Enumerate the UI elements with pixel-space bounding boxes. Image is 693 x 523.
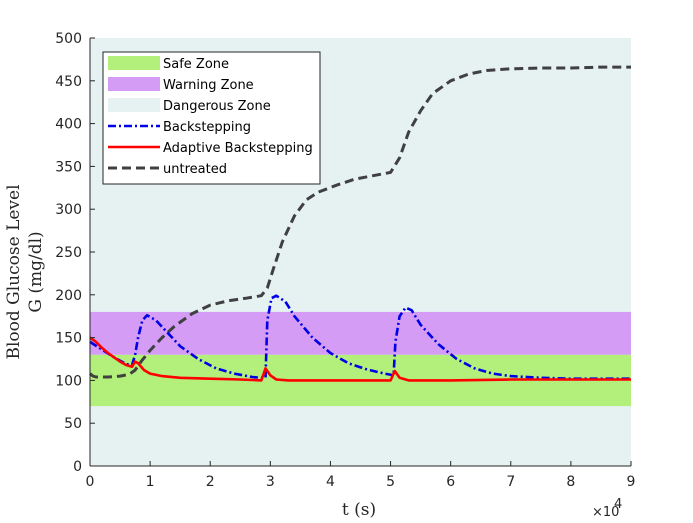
zone-warning-zone bbox=[90, 311, 631, 355]
series-line-untreated bbox=[89, 65, 631, 379]
series-line-adaptive-backstepping bbox=[89, 336, 631, 382]
x-tick-label: 8 bbox=[566, 474, 575, 490]
y-tick-label: 450 bbox=[55, 74, 82, 90]
y-tick-label: 300 bbox=[55, 202, 82, 218]
legend-entry-label: Dangerous Zone bbox=[163, 99, 271, 114]
x-tick-label: 5 bbox=[386, 474, 395, 490]
legend-swatch bbox=[108, 56, 160, 70]
legend-swatch bbox=[108, 77, 160, 91]
x-multiplier: ×10 bbox=[592, 505, 619, 520]
y-tick-label: 50 bbox=[64, 416, 82, 432]
x-tick-label: 2 bbox=[206, 474, 215, 490]
legend-entry-label: untreated bbox=[163, 162, 227, 177]
y-axis-label-line2: G (mg/dl) bbox=[26, 231, 46, 312]
x-tick-label: 0 bbox=[86, 474, 95, 490]
series-line-backstepping bbox=[89, 294, 631, 381]
y-tick-label: 150 bbox=[55, 331, 82, 347]
x-tick-label: 4 bbox=[326, 474, 335, 490]
x-tick-label: 9 bbox=[627, 474, 636, 490]
y-tick-label: 500 bbox=[55, 31, 82, 47]
y-tick-label: 200 bbox=[55, 288, 82, 304]
x-axis-label: t (s) bbox=[342, 500, 376, 520]
x-tick-label: 7 bbox=[506, 474, 515, 490]
legend-entry-label: Adaptive Backstepping bbox=[163, 141, 313, 156]
x-tick-label: 3 bbox=[266, 474, 275, 490]
legend-entry-label: Backstepping bbox=[163, 120, 251, 135]
legend-box bbox=[102, 51, 321, 185]
series-layer bbox=[89, 65, 631, 382]
y-tick-label: 100 bbox=[55, 373, 82, 389]
x-multiplier-exponent: 4 bbox=[614, 497, 622, 512]
y-tick-label: 400 bbox=[55, 117, 82, 133]
legend: Safe Zone Warning Zone Dangerous Zone Backs… bbox=[102, 51, 321, 185]
y-tick-label: 350 bbox=[55, 159, 82, 175]
legend-swatch bbox=[108, 98, 160, 112]
y-axis-label-line1: Blood Glucose Level bbox=[4, 184, 24, 359]
legend-entry-label: Warning Zone bbox=[163, 78, 254, 93]
legend-entry-label: Safe Zone bbox=[163, 57, 229, 72]
zones bbox=[90, 311, 631, 407]
y-tick-label: 0 bbox=[73, 459, 82, 475]
x-tick-label: 6 bbox=[446, 474, 455, 490]
ticks: 0 1 2 3 4 5 6 7 8 9 0 50 100 150 200 250 300 350 400 450 500 bbox=[55, 31, 635, 490]
y-tick-label: 250 bbox=[55, 245, 82, 261]
x-tick-label: 1 bbox=[146, 474, 155, 490]
